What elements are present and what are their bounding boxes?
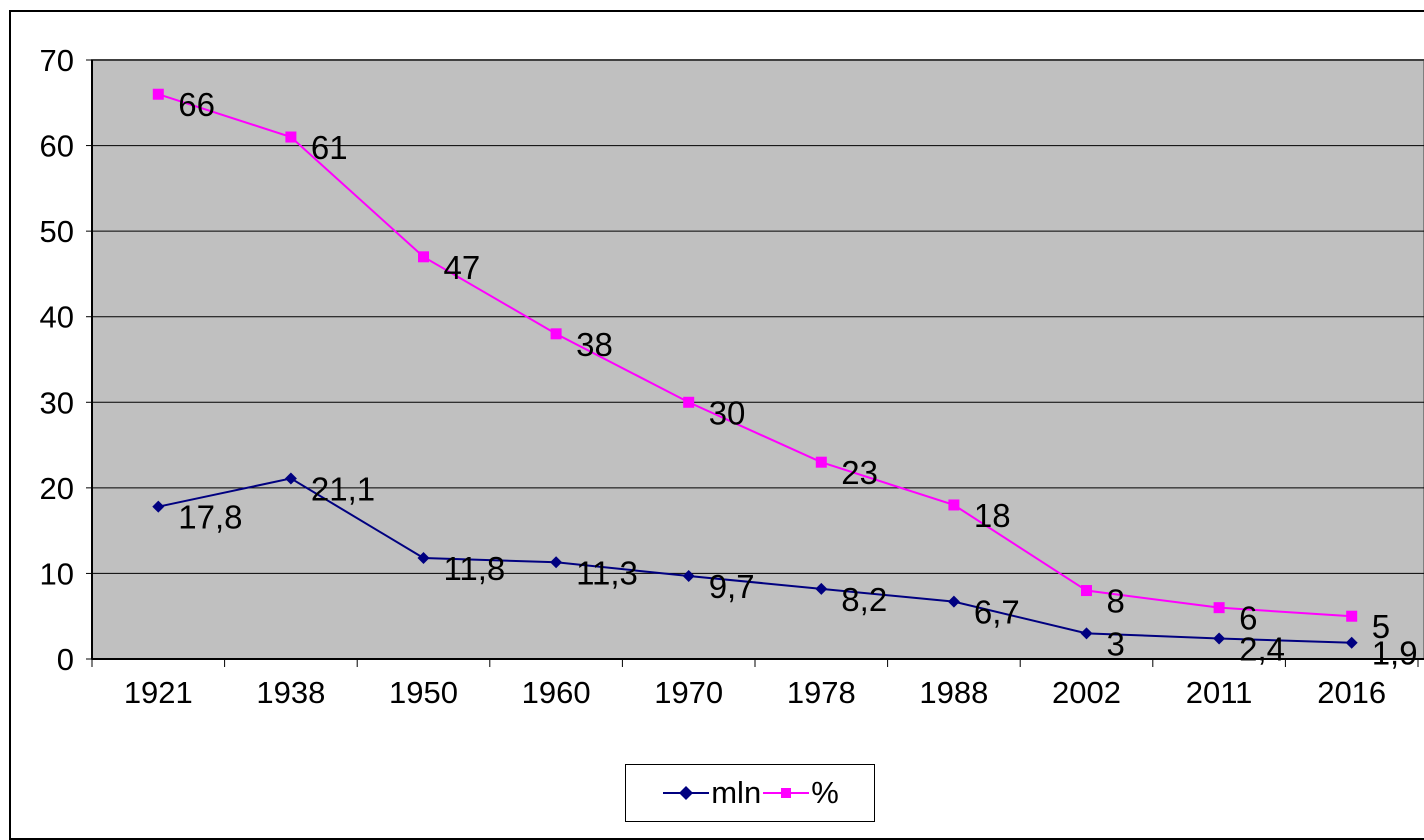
- data-label-mln: 3: [1107, 625, 1125, 662]
- x-tick-label: 1960: [522, 675, 591, 710]
- point-mln: [1345, 636, 1358, 649]
- point-mln: [550, 556, 563, 569]
- series-line-mln: [158, 477, 1352, 644]
- series-line-pct: [157, 93, 1352, 618]
- point-mln: [1213, 632, 1226, 645]
- data-label-mln: 1,9: [1372, 635, 1418, 672]
- data-label-mln: 2,4: [1239, 630, 1285, 667]
- legend-swatch-pct: [763, 788, 810, 798]
- data-label-pct: 38: [576, 326, 613, 363]
- point-mln: [152, 500, 165, 513]
- data-label-pct: 18: [974, 497, 1011, 534]
- y-tick-label: 70: [40, 43, 74, 78]
- x-tick-label: 1970: [654, 675, 723, 710]
- y-tick-label: 20: [40, 471, 74, 506]
- legend-swatch-mln: [663, 786, 710, 800]
- data-label-mln: 6,7: [974, 594, 1020, 631]
- x-tick-label: 1921: [124, 675, 193, 710]
- point-pct: [550, 328, 562, 340]
- data-label-pct: 5: [1372, 608, 1390, 645]
- data-label-mln: 17,8: [178, 499, 242, 536]
- y-tick-label: 0: [57, 642, 74, 677]
- point-pct: [815, 456, 827, 468]
- data-label-pct: 6: [1239, 600, 1257, 637]
- y-tick-label: 30: [40, 385, 74, 420]
- point-pct: [1346, 610, 1358, 622]
- point-mln: [815, 582, 828, 595]
- plot-background: [91, 59, 1424, 660]
- x-tick-label: 1950: [389, 675, 458, 710]
- point-pct: [1213, 602, 1225, 614]
- data-label-pct: 47: [444, 249, 481, 286]
- y-tick-label: 60: [40, 129, 74, 164]
- point-pct: [948, 499, 960, 511]
- legend-item-pct: %: [761, 775, 839, 811]
- data-label-pct: 23: [841, 454, 878, 491]
- point-pct: [1081, 585, 1092, 597]
- point-mln: [417, 552, 430, 565]
- y-tick-label: 10: [40, 556, 74, 591]
- point-mln: [682, 569, 695, 582]
- x-tick-label: 1978: [787, 675, 856, 710]
- data-label-mln: 21,1: [311, 470, 375, 507]
- legend-label-pct: %: [811, 775, 839, 810]
- data-label-pct: 30: [709, 394, 746, 431]
- point-pct: [418, 251, 429, 263]
- x-tick-label: 2002: [1052, 675, 1121, 710]
- x-tick-label: 2016: [1317, 675, 1386, 710]
- x-tick-label: 1988: [919, 675, 988, 710]
- legend-label-mln: mln: [711, 775, 762, 810]
- data-label-pct: 8: [1107, 583, 1125, 620]
- y-tick-label: 50: [40, 214, 74, 249]
- data-label-pct: 66: [178, 86, 215, 123]
- data-label-mln: 9,7: [709, 568, 755, 605]
- y-tick-label: 40: [40, 300, 74, 335]
- data-label-pct: 61: [311, 129, 348, 166]
- data-label-mln: 11,8: [444, 550, 506, 587]
- legend-item-mln: mln: [661, 775, 761, 811]
- point-mln: [1080, 627, 1093, 640]
- point-mln: [947, 595, 960, 608]
- x-tick-label: 2011: [1186, 675, 1253, 710]
- legend: mln %: [625, 764, 875, 822]
- data-label-mln: 8,2: [841, 581, 887, 618]
- data-label-mln: 11,3: [576, 554, 638, 591]
- x-tick-label: 1938: [256, 675, 325, 710]
- point-pct: [683, 396, 695, 408]
- point-pct: [152, 88, 164, 100]
- point-pct: [285, 131, 297, 143]
- point-mln: [284, 472, 297, 485]
